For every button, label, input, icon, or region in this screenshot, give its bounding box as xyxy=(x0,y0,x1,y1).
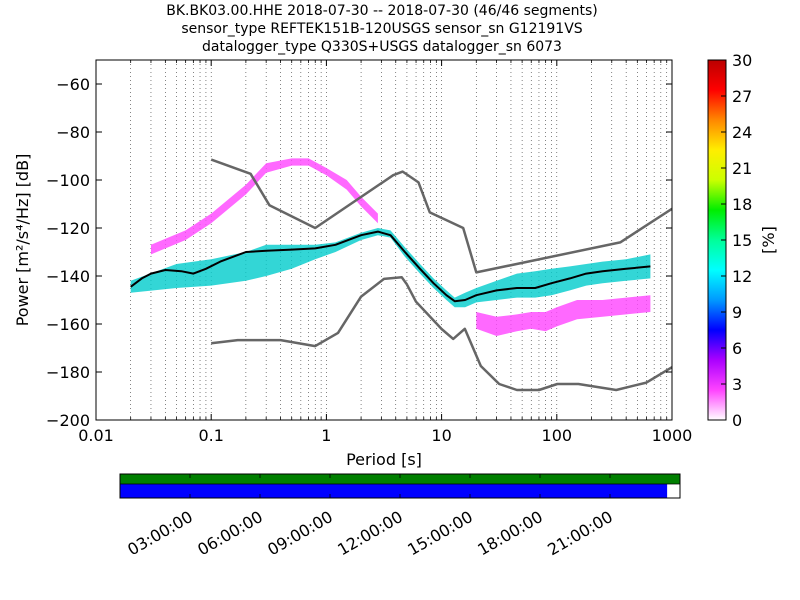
colorbar-axis: 0 3 6 9 12 15 18 21 24 27 30 xyxy=(721,51,752,430)
density-band-upper-tail xyxy=(151,158,378,255)
y-tick-label: −160 xyxy=(46,315,90,334)
y-tick-label: −140 xyxy=(46,267,90,286)
chart-title-line-3: datalogger_type Q330S+USGS datalogger_sn… xyxy=(202,39,562,55)
timeline-tick-label: 12:00:00 xyxy=(334,507,406,559)
x-tick-label: 10 xyxy=(431,426,451,445)
x-tick-label: 0.01 xyxy=(78,426,114,445)
x-tick-label: 0.1 xyxy=(198,426,223,445)
x-tick-label: 1000 xyxy=(652,426,693,445)
x-tick-label: 100 xyxy=(542,426,573,445)
colorbar-tick-label: 27 xyxy=(732,87,752,106)
high-noise-model-curve xyxy=(210,158,672,274)
colorbar-tick-label: 6 xyxy=(732,339,742,358)
y-tick-label: −80 xyxy=(56,123,90,142)
y-tick-label: −100 xyxy=(46,171,90,190)
density-layer xyxy=(130,158,651,336)
y-tick-label: −60 xyxy=(56,75,90,94)
y-tick-label: −120 xyxy=(46,219,90,238)
colorbar-tick-label: 24 xyxy=(732,123,752,142)
colorbar-tick-label: 9 xyxy=(732,303,742,322)
plot-frame xyxy=(95,59,673,421)
data-coverage-bar xyxy=(120,474,680,484)
timeline-tick-label: 15:00:00 xyxy=(404,507,476,559)
density-band-lower-tail xyxy=(476,295,651,336)
timeline-tick-label: 18:00:00 xyxy=(474,507,546,559)
y-tick-label: −180 xyxy=(46,363,90,382)
low-noise-model-curve xyxy=(211,275,672,392)
colorbar-tick-label: 21 xyxy=(732,159,752,178)
colorbar-tick-label: 12 xyxy=(732,267,752,286)
colorbar-tick-label: 15 xyxy=(732,231,752,250)
y-axis: −60 −80 −100 −120 −140 −160 −180 −200 xyxy=(46,75,672,430)
colorbar-label: [%] xyxy=(759,226,778,254)
y-tick-label: −200 xyxy=(46,411,90,430)
colorbar-tick-label: 3 xyxy=(732,375,742,394)
x-axis-label: Period [s] xyxy=(346,450,422,469)
colorbar-tick-label: 0 xyxy=(732,411,742,430)
curve-layer xyxy=(130,158,672,392)
timeline-tick-label: 09:00:00 xyxy=(264,507,336,559)
mode-curve xyxy=(130,230,651,303)
chart-title-line-2: sensor_type REFTEK151B-120USGS sensor_sn… xyxy=(181,21,583,37)
colorbar-tick-label: 30 xyxy=(732,51,752,70)
y-axis-label: Power [m²/s⁴/Hz] [dB] xyxy=(13,154,32,327)
x-tick-label: 1 xyxy=(321,426,331,445)
timeline-tick-label: 06:00:00 xyxy=(194,507,266,559)
chart-title-line-1: BK.BK03.00.HHE 2018-07-30 -- 2018-07-30 … xyxy=(166,3,598,19)
colorbar-tick-label: 18 xyxy=(732,195,752,214)
coverage-timeline: 03:00:0006:00:0009:00:0012:00:0015:00:00… xyxy=(119,473,681,559)
timeline-tick-label: 21:00:00 xyxy=(544,507,616,559)
timeline-tick-label: 03:00:00 xyxy=(124,507,196,559)
x-axis: 0.01 0.1 1 10 100 1000 xyxy=(78,60,692,445)
psd-coverage-bar xyxy=(120,484,668,498)
